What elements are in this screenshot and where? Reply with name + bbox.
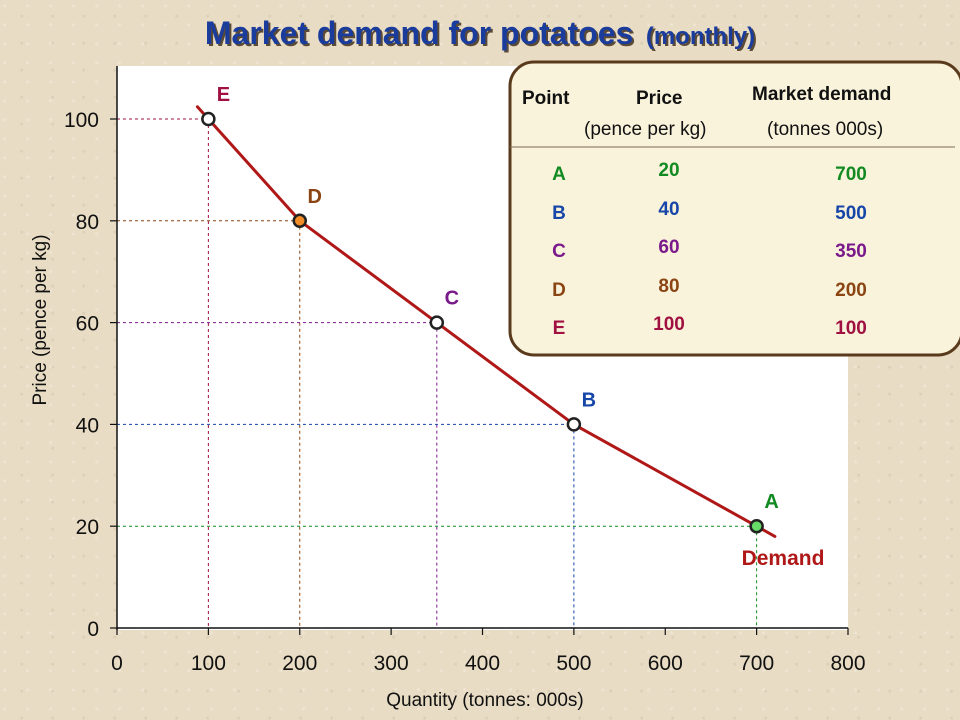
y-tick-label: 80 <box>76 211 99 234</box>
x-tick-label: 700 <box>739 652 774 675</box>
table-cell-demand: 700 <box>835 164 867 185</box>
point-marker-a <box>749 518 764 534</box>
point-label-d: D <box>308 186 322 208</box>
title-suffix: (monthly) <box>646 23 755 50</box>
table-cell-price: 20 <box>658 160 679 181</box>
title-main: Market demand for potatoes <box>205 15 634 51</box>
x-axis-label: Quantity (tonnes: 000s) <box>386 690 584 711</box>
table-cell-demand: 100 <box>835 318 867 339</box>
table-header-price: Price <box>636 88 682 109</box>
table-cell-point: D <box>552 280 566 301</box>
point-label-e: E <box>217 84 230 106</box>
y-tick-label: 40 <box>76 414 99 437</box>
tick-labels: 0 100 200 300 400 500 600 700 800 0 20 40 60 80 100 <box>64 109 866 675</box>
table-cell-point: A <box>552 164 566 185</box>
guide-lines <box>117 118 758 628</box>
table-header-demand-unit: (tonnes 000s) <box>767 119 883 140</box>
table-header-point: Point <box>522 88 570 109</box>
point-marker-b <box>566 417 582 432</box>
table-cell-point: B <box>552 203 566 224</box>
point-marker-c <box>429 315 445 330</box>
point-marker-e <box>201 111 216 127</box>
x-tick-label: 200 <box>282 652 317 675</box>
table-cell-point: C <box>552 241 566 262</box>
y-tick-label: 0 <box>87 618 99 641</box>
y-tick-label: 20 <box>76 516 99 539</box>
table-cell-demand: 500 <box>835 203 867 224</box>
table-cell-price: 40 <box>658 199 679 220</box>
point-label-c: C <box>445 288 459 310</box>
axes <box>110 66 849 635</box>
x-tick-label: 600 <box>648 652 683 675</box>
table-cell-point: E <box>553 318 566 339</box>
chart-title: Market demand for potatoes (monthly) Mar… <box>205 15 757 53</box>
y-axis-label: Price (pence per kg) <box>30 234 51 405</box>
x-tick-label: 500 <box>556 652 591 675</box>
table-cell-price: 100 <box>653 314 685 335</box>
y-tick-label: 100 <box>64 109 99 132</box>
svg-text:Market demand for potatoes: Market demand for potatoes (monthly) <box>205 15 755 51</box>
x-tick-label: 400 <box>465 652 500 675</box>
point-marker-d <box>292 213 307 229</box>
table-cell-demand: 200 <box>835 280 867 301</box>
table-cell-demand: 350 <box>835 241 867 262</box>
data-table-panel <box>508 60 960 357</box>
x-tick-label: 300 <box>374 652 409 675</box>
data-table: Point Price (pence per kg) Market demand… <box>508 60 960 357</box>
x-tick-label: 100 <box>191 652 226 675</box>
table-cell-price: 60 <box>658 237 679 258</box>
title-suffix-shadow: (monthly) <box>648 25 757 52</box>
table-header-price-unit: (pence per kg) <box>584 119 707 140</box>
demand-curve-label: Demand <box>742 547 825 570</box>
title-main-shadow: Market demand for potatoes <box>207 17 636 53</box>
x-tick-label: 0 <box>111 652 123 675</box>
table-rows: A 20 700 B 40 500 C 60 350 D 80 200 E 100 100 <box>552 160 867 339</box>
x-tick-label: 800 <box>830 652 865 675</box>
point-label-a: A <box>764 491 778 513</box>
table-cell-price: 80 <box>658 276 679 297</box>
y-tick-label: 60 <box>76 313 99 336</box>
point-label-b: B <box>582 389 596 411</box>
table-header-demand: Market demand <box>752 84 891 105</box>
svg-text:Market demand for potatoes: Market demand for potatoes (monthly) <box>207 17 757 53</box>
